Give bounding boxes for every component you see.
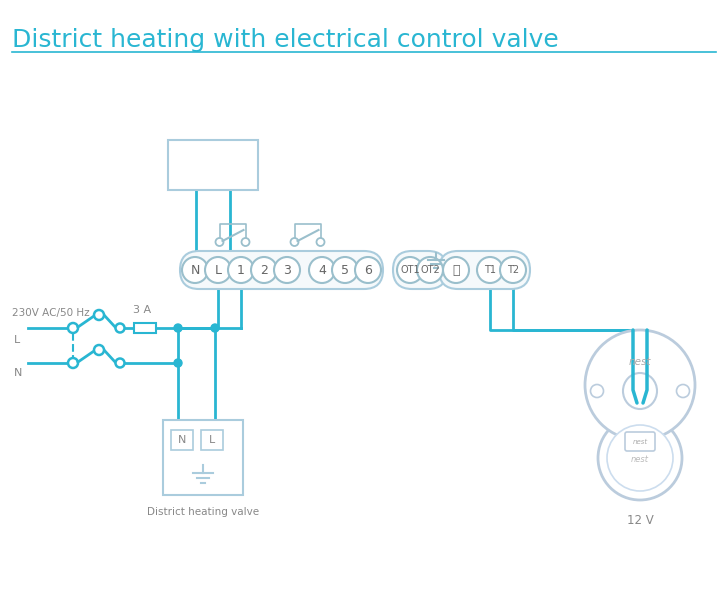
Circle shape xyxy=(274,257,300,283)
Circle shape xyxy=(585,330,695,440)
Circle shape xyxy=(290,238,298,246)
Text: N: N xyxy=(14,368,23,378)
Text: L: L xyxy=(209,435,215,445)
Text: ⏚: ⏚ xyxy=(452,264,460,276)
Text: nest: nest xyxy=(633,439,648,445)
Text: 5: 5 xyxy=(341,264,349,276)
FancyBboxPatch shape xyxy=(201,430,223,450)
FancyBboxPatch shape xyxy=(625,432,655,451)
Text: nest: nest xyxy=(631,456,649,465)
Circle shape xyxy=(598,416,682,500)
Circle shape xyxy=(94,345,104,355)
FancyBboxPatch shape xyxy=(439,251,530,289)
Text: 4: 4 xyxy=(318,264,326,276)
Circle shape xyxy=(228,257,254,283)
Circle shape xyxy=(443,257,469,283)
Circle shape xyxy=(397,257,423,283)
Text: 6: 6 xyxy=(364,264,372,276)
FancyBboxPatch shape xyxy=(180,251,383,289)
Circle shape xyxy=(215,238,223,246)
Text: OT2: OT2 xyxy=(420,265,440,275)
Text: 12 V: 12 V xyxy=(627,514,653,527)
Text: T2: T2 xyxy=(507,265,519,275)
Text: District heating with electrical control valve: District heating with electrical control… xyxy=(12,28,559,52)
Circle shape xyxy=(94,310,104,320)
Circle shape xyxy=(355,257,381,283)
Circle shape xyxy=(500,257,526,283)
Circle shape xyxy=(116,359,124,368)
Text: 230V AC/50 Hz: 230V AC/50 Hz xyxy=(12,308,90,318)
FancyBboxPatch shape xyxy=(393,251,447,289)
Circle shape xyxy=(174,359,182,367)
Text: L: L xyxy=(215,264,221,276)
Circle shape xyxy=(332,257,358,283)
Circle shape xyxy=(477,257,503,283)
Text: 1: 1 xyxy=(237,264,245,276)
Circle shape xyxy=(590,384,604,397)
Circle shape xyxy=(182,257,208,283)
Text: N: N xyxy=(190,264,199,276)
Circle shape xyxy=(251,257,277,283)
Circle shape xyxy=(68,323,78,333)
Text: L: L xyxy=(14,335,20,345)
Circle shape xyxy=(205,257,231,283)
Circle shape xyxy=(211,324,219,332)
Text: District heating valve: District heating valve xyxy=(147,507,259,517)
Text: T1: T1 xyxy=(484,265,496,275)
Circle shape xyxy=(116,324,124,333)
FancyBboxPatch shape xyxy=(171,430,193,450)
Circle shape xyxy=(417,257,443,283)
Circle shape xyxy=(676,384,689,397)
FancyBboxPatch shape xyxy=(163,420,243,495)
Circle shape xyxy=(317,238,325,246)
Text: OT1: OT1 xyxy=(400,265,420,275)
Text: 2: 2 xyxy=(260,264,268,276)
Circle shape xyxy=(174,324,182,332)
FancyBboxPatch shape xyxy=(168,140,258,190)
Ellipse shape xyxy=(623,373,657,409)
Circle shape xyxy=(309,257,335,283)
Circle shape xyxy=(68,358,78,368)
Text: Input power: Input power xyxy=(180,160,246,170)
Circle shape xyxy=(607,425,673,491)
Text: 3: 3 xyxy=(283,264,291,276)
FancyBboxPatch shape xyxy=(134,323,156,333)
Text: 3 A: 3 A xyxy=(133,305,151,315)
Text: nest: nest xyxy=(629,357,652,367)
Text: N: N xyxy=(178,435,186,445)
Circle shape xyxy=(242,238,250,246)
